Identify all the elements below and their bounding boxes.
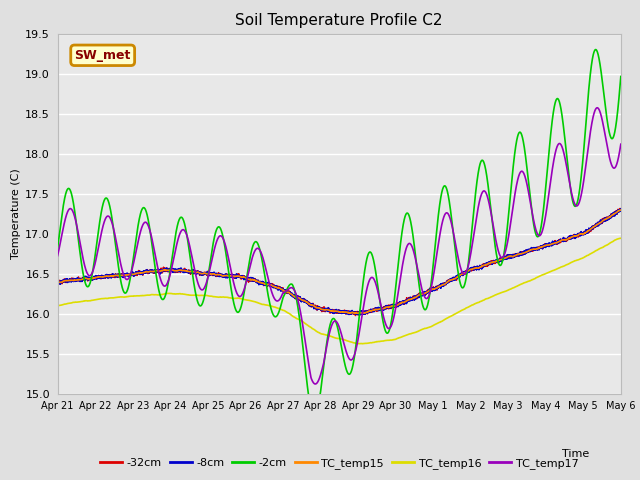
Text: Time: Time — [561, 449, 589, 459]
Legend: -32cm, -8cm, -2cm, TC_temp15, TC_temp16, TC_temp17: -32cm, -8cm, -2cm, TC_temp15, TC_temp16,… — [95, 453, 583, 473]
Title: Soil Temperature Profile C2: Soil Temperature Profile C2 — [236, 13, 443, 28]
Y-axis label: Temperature (C): Temperature (C) — [11, 168, 21, 259]
Text: SW_met: SW_met — [74, 49, 131, 62]
